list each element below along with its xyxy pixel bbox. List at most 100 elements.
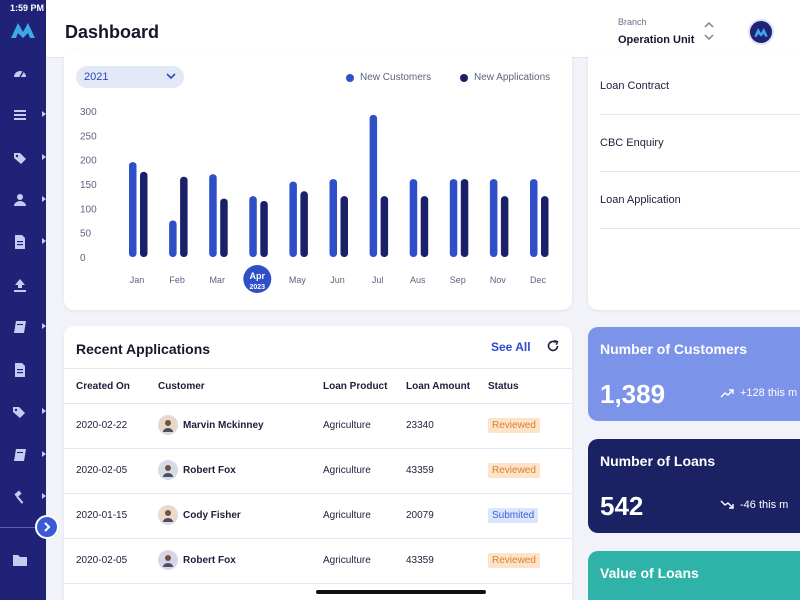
stat-title: Number of Customers: [600, 341, 748, 357]
person-icon: [163, 555, 173, 567]
legend-label: New Applications: [474, 72, 551, 83]
caret-right-icon: [42, 493, 46, 499]
table-row[interactable]: 2020-01-15 Cody Fisher Agriculture 20079 Sub…: [64, 494, 572, 539]
customer-cell: Robert Fox: [158, 460, 236, 480]
bar-new-customers: [249, 196, 257, 257]
sidebar-item-upload[interactable]: [12, 275, 38, 295]
status-badge: Reviewed: [488, 463, 540, 478]
bar-new-applications: [220, 198, 228, 257]
book-icon: [14, 449, 26, 461]
book-icon: [14, 321, 26, 333]
y-tick-label: 200: [80, 156, 97, 167]
refresh-icon[interactable]: [546, 339, 560, 353]
loan-product-cell: Agriculture: [323, 465, 371, 476]
customer-avatar: [158, 415, 178, 435]
applications-chart-card: 0 50 100 150 200 250 300 Jan Feb Mar Apr 2023 May Jun…: [64, 50, 572, 310]
x-tick-label: Sep: [450, 275, 466, 285]
caret-right-icon: [42, 196, 46, 202]
sidebar-item-tag[interactable]: [12, 148, 46, 168]
sidebar-divider: [0, 527, 36, 528]
x-tick-label: Feb: [169, 275, 185, 285]
link-loan-contract[interactable]: Loan Contract: [600, 58, 800, 115]
bar-new-applications: [420, 196, 429, 257]
sidebar-item-folder[interactable]: [12, 550, 38, 570]
bar-new-customers: [169, 220, 177, 257]
user-logo-icon: [754, 28, 768, 37]
stat-title: Value of Loans: [600, 565, 699, 581]
caret-right-icon: [42, 408, 46, 414]
sidebar-item-book[interactable]: [12, 445, 46, 465]
caret-right-icon: [42, 154, 46, 160]
see-all-link[interactable]: See All: [491, 340, 531, 354]
column-header[interactable]: Customer: [158, 381, 205, 392]
sidebar-item-tags[interactable]: [12, 402, 46, 422]
person-icon: [163, 420, 173, 432]
table-row[interactable]: 2020-02-05 Robert Fox Agriculture 43359 Revi…: [64, 539, 572, 584]
column-header[interactable]: Loan Product: [323, 381, 388, 392]
table-header: Created On Customer Loan Product Loan Am…: [64, 368, 572, 404]
sidebar-item-list[interactable]: [12, 105, 46, 125]
branch-label: Branch: [618, 17, 647, 27]
caret-right-icon: [42, 111, 46, 117]
loan-product-cell: Agriculture: [323, 510, 371, 521]
stat-card-loans[interactable]: Number of Loans 542 -46 this m: [588, 439, 800, 533]
link-label: Loan Contract: [600, 80, 670, 92]
x-tick-label: Apr: [250, 271, 266, 281]
created-on-cell: 2020-02-05: [76, 465, 128, 476]
loan-product-cell: Agriculture: [323, 420, 371, 431]
bar-new-customers: [129, 162, 137, 257]
link-label: Loan Application: [600, 194, 681, 206]
created-on-cell: 2020-02-22: [76, 420, 128, 431]
loan-amount-cell: 43359: [406, 555, 434, 566]
sidebar-item-document[interactable]: [12, 232, 46, 252]
sidebar: 1:59 PM: [0, 0, 59, 600]
bar-new-customers: [530, 179, 538, 257]
stat-card-customers[interactable]: Number of Customers 1,389 +128 this m: [588, 327, 800, 421]
sidebar-item-file[interactable]: [12, 360, 38, 380]
expand-sidebar-button[interactable]: [35, 515, 59, 539]
loan-amount-cell: 43359: [406, 465, 434, 476]
sidebar-item-gavel[interactable]: [12, 487, 46, 507]
customer-name: Cody Fisher: [183, 509, 241, 521]
y-tick-label: 300: [80, 107, 97, 118]
sort-arrows-icon[interactable]: [703, 20, 715, 42]
stat-trend: +128 this m: [720, 387, 797, 399]
customer-cell: Marvin Mckinney: [158, 415, 264, 435]
section-title: Recent Applications: [76, 341, 211, 357]
gavel-icon: [14, 490, 24, 504]
table-row[interactable]: 2020-02-22 Marvin Mckinney Agriculture 2334…: [64, 404, 572, 449]
legend-dot: [460, 73, 468, 82]
list-icon: [14, 110, 26, 120]
column-header[interactable]: Created On: [76, 381, 130, 392]
x-tick-label: May: [289, 275, 307, 285]
bar-new-customers: [209, 174, 217, 257]
link-loan-application[interactable]: Loan Application: [600, 172, 800, 229]
chevron-down-icon: [166, 73, 176, 80]
bar-new-applications: [180, 176, 188, 257]
branch-selector[interactable]: Operation Unit: [618, 34, 695, 46]
loan-amount-cell: 20079: [406, 510, 434, 521]
person-icon: [163, 465, 173, 477]
sidebar-item-book[interactable]: [12, 317, 46, 337]
table-row[interactable]: 2020-02-05 Robert Fox Agriculture 43359 Revi…: [64, 449, 572, 494]
sidebar-item-gauge[interactable]: [12, 63, 38, 83]
sidebar-item-user[interactable]: [12, 190, 46, 210]
created-on-cell: 2020-02-05: [76, 555, 128, 566]
legend-dot: [346, 73, 354, 82]
stat-card-value-of-loans[interactable]: Value of Loans: [588, 551, 800, 600]
customer-name: Robert Fox: [183, 464, 236, 476]
y-tick-label: 100: [80, 204, 97, 215]
tags-icon: [13, 407, 25, 418]
link-cbc-enquiry[interactable]: CBC Enquiry: [600, 115, 800, 172]
bar-new-applications: [260, 201, 268, 257]
x-tick-label: Mar: [209, 275, 225, 285]
stat-value: 1,389: [600, 379, 666, 409]
user-avatar[interactable]: [748, 19, 774, 45]
year-select[interactable]: 2021: [76, 66, 184, 88]
column-header[interactable]: Loan Amount: [406, 381, 471, 392]
bar-new-customers: [449, 179, 458, 257]
caret-right-icon: [42, 323, 46, 329]
app-logo[interactable]: [9, 20, 37, 40]
document-icon: [15, 235, 25, 249]
column-header[interactable]: Status: [488, 381, 519, 392]
